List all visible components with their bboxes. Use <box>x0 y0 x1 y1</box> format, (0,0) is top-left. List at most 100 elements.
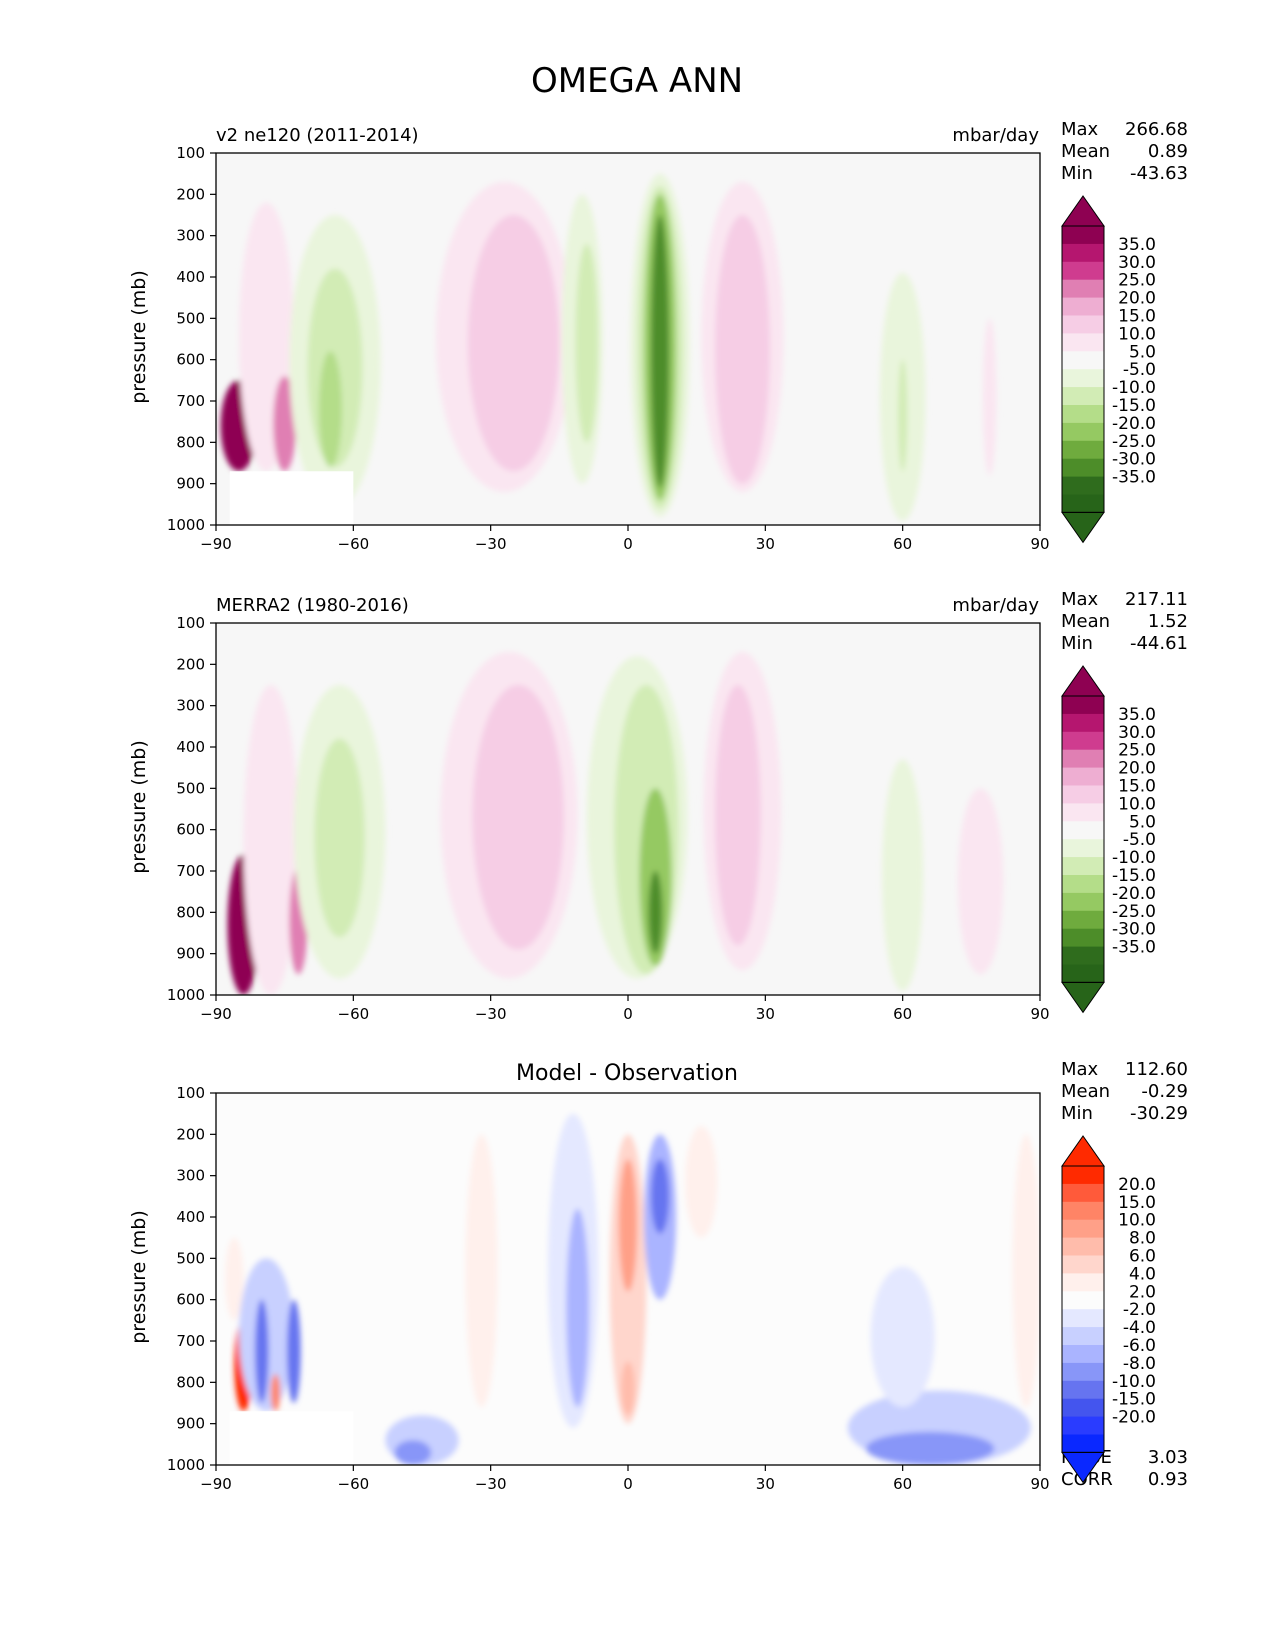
panel-title: MERRA2 (1980-2016) <box>216 595 409 616</box>
colorbar-segment <box>1062 333 1104 352</box>
colorbar-tick-label: -15.0 <box>1112 396 1156 416</box>
stat-value-corr: 0.93 <box>1148 1469 1188 1490</box>
colorbar-tick-label: -25.0 <box>1112 902 1156 922</box>
colorbar-tick-label: 25.0 <box>1118 271 1156 291</box>
panel-units: mbar/day <box>952 125 1039 146</box>
contour-feature <box>650 215 670 488</box>
colorbar-segment <box>1062 910 1104 930</box>
contour-feature <box>465 1134 498 1408</box>
y-tick-label: 400 <box>176 738 205 756</box>
colorbar-segment <box>1062 476 1104 495</box>
colorbar-tick-label: -20.0 <box>1112 414 1156 434</box>
y-tick-label: 300 <box>176 1167 205 1185</box>
colorbar-segment <box>1062 1434 1104 1453</box>
y-tick-label: 300 <box>176 697 205 715</box>
colorbar-segment <box>1062 749 1104 769</box>
x-tick-label: −30 <box>475 535 507 553</box>
colorbar-tick-label: 15.0 <box>1118 777 1156 797</box>
x-tick-label: −90 <box>200 1005 232 1023</box>
y-tick-label: 700 <box>176 392 205 410</box>
colorbar-segment <box>1062 1237 1104 1256</box>
colorbar-extend-top <box>1061 1135 1105 1167</box>
contour-feature <box>270 1374 281 1412</box>
stat-label-min: Min <box>1061 1103 1093 1124</box>
x-tick-label: −60 <box>338 1475 370 1493</box>
colorbar-segment <box>1062 857 1104 876</box>
colorbar-tick-label: 5.0 <box>1129 342 1156 362</box>
y-tick-label: 400 <box>176 1208 205 1226</box>
masked-region <box>229 471 354 525</box>
contour-area <box>216 623 1040 995</box>
x-tick-label: 60 <box>893 535 912 553</box>
contour-feature <box>714 685 761 946</box>
stat-label-max: Max <box>1061 119 1099 140</box>
colorbar-tick-label: 4.0 <box>1129 1264 1156 1284</box>
colorbar-tick-label: -10.0 <box>1112 378 1156 398</box>
colorbar-segment <box>1062 369 1104 388</box>
y-tick-label: 100 <box>176 614 205 632</box>
x-tick-label: −30 <box>475 1005 507 1023</box>
colorbar-extend-bottom <box>1061 981 1105 1014</box>
stat-label-corr: CORR <box>1061 1469 1113 1490</box>
colorbar-segment <box>1062 1345 1104 1364</box>
colorbar-segment <box>1062 1398 1104 1418</box>
stat-value-min: -30.29 <box>1130 1103 1188 1124</box>
colorbar-tick-label: 8.0 <box>1129 1229 1156 1249</box>
colorbar-tick-label: 20.0 <box>1118 289 1156 309</box>
x-tick-label: −60 <box>338 535 370 553</box>
colorbar-segment <box>1062 279 1104 299</box>
contour-feature <box>618 1159 638 1292</box>
stats-block: Max 266.68 Mean 0.89 Min -43.63 <box>1061 119 1188 184</box>
colorbar-tick-label: 5.0 <box>1129 812 1156 832</box>
contour-feature <box>394 1440 432 1465</box>
colorbar-segment <box>1062 1380 1104 1400</box>
contour-feature <box>882 759 924 991</box>
contour-feature <box>982 318 997 476</box>
masked-region <box>229 1411 354 1465</box>
stat-label-mean: Mean <box>1061 1081 1110 1102</box>
y-tick-label: 1000 <box>167 516 205 534</box>
panel-units: mbar/day <box>952 595 1039 616</box>
colorbar-tick-label: 35.0 <box>1118 705 1156 725</box>
colorbar-tick-label: -30.0 <box>1112 450 1156 470</box>
contour-feature <box>314 738 365 938</box>
y-tick-label: 900 <box>176 1415 205 1433</box>
stat-label-mean: Mean <box>1061 141 1110 162</box>
x-tick-label: −90 <box>200 535 232 553</box>
stats-block: Max 217.11 Mean 1.52 Min -44.61 <box>1061 589 1188 654</box>
colorbar-tick-label: 15.0 <box>1118 1193 1156 1213</box>
colorbar-tick-label: 15.0 <box>1118 307 1156 327</box>
colorbar-tick-label: 20.0 <box>1118 759 1156 779</box>
colorbar-segment <box>1062 1362 1104 1382</box>
y-tick-label: 500 <box>176 1249 205 1267</box>
y-tick-label: 300 <box>176 227 205 245</box>
contour-feature <box>870 1266 935 1408</box>
colorbar-segment <box>1062 387 1104 406</box>
colorbar-tick-label: -2.0 <box>1123 1300 1156 1320</box>
colorbar-tick-label: -20.0 <box>1112 884 1156 904</box>
y-tick-label: 100 <box>176 1084 205 1102</box>
y-tick-label: 600 <box>176 1291 205 1309</box>
contour-feature <box>650 1159 670 1234</box>
colorbar-tick-label: -35.0 <box>1112 938 1156 958</box>
y-tick-label: 600 <box>176 351 205 369</box>
colorbar-segment <box>1062 351 1104 370</box>
x-tick-label: −60 <box>338 1005 370 1023</box>
colorbar-tick-label: -6.0 <box>1123 1336 1156 1356</box>
colorbar-tick-label: -25.0 <box>1112 432 1156 452</box>
x-tick-label: 60 <box>893 1475 912 1493</box>
colorbar-tick-label: -15.0 <box>1112 866 1156 886</box>
x-tick-label: 30 <box>756 1005 775 1023</box>
y-tick-label: 900 <box>176 945 205 963</box>
contour-feature <box>566 1208 590 1408</box>
colorbar-segment <box>1062 494 1104 513</box>
colorbar-segment <box>1062 803 1104 822</box>
colorbar-segment <box>1062 297 1104 316</box>
x-tick-label: 90 <box>1030 1005 1049 1023</box>
y-axis-label: pressure (mb) <box>128 270 150 404</box>
x-tick-label: 60 <box>893 1005 912 1023</box>
colorbar-tick-label: -4.0 <box>1123 1318 1156 1338</box>
y-tick-label: 200 <box>176 185 205 203</box>
colorbar-tick-label: -15.0 <box>1112 1390 1156 1410</box>
colorbar-extend-top <box>1061 195 1105 227</box>
